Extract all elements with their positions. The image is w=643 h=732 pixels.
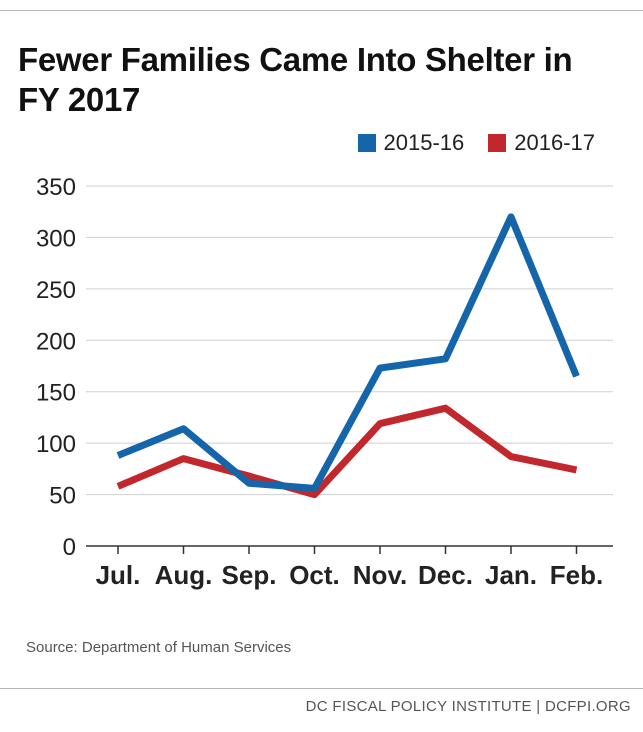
- line-chart: 0 50 100 150 200 250 300 350 Jul. Aug. Sep. Oct. Nov…: [36, 174, 613, 590]
- legend-item-2015-16: 2015-16: [357, 130, 465, 156]
- x-tick-label-7: Feb.: [550, 560, 603, 590]
- source-note: Source: Department of Human Services: [26, 639, 292, 656]
- legend-label-2015-16: 2015-16: [383, 130, 465, 155]
- bottom-rule: [0, 688, 643, 689]
- series-line-2015-16: [116, 213, 580, 492]
- legend-swatch-2016-17: [488, 134, 507, 152]
- x-tick-label-6: Jan.: [485, 560, 537, 590]
- legend-swatch-2015-16: [357, 134, 376, 152]
- top-rule: [0, 10, 643, 11]
- y-tick-label-300: 300: [36, 225, 76, 252]
- footer-credit: DC FISCAL POLICY INSTITUTE | DCFPI.ORG: [305, 698, 631, 715]
- y-tick-label-50: 50: [49, 483, 76, 510]
- chart-title: Fewer Families Came Into Shelter in FY 2…: [18, 41, 573, 118]
- x-tick-label-2: Sep.: [222, 560, 277, 590]
- x-tick-label-4: Nov.: [353, 560, 407, 590]
- y-tick-label-0: 0: [63, 534, 76, 561]
- y-tick-label-350: 350: [36, 174, 76, 201]
- legend-item-2016-17: 2016-17: [488, 130, 595, 156]
- y-tick-label-250: 250: [36, 277, 76, 304]
- x-tick-label-0: Jul.: [96, 560, 141, 590]
- x-tick-label-5: Dec.: [418, 560, 473, 590]
- y-tick-label-100: 100: [36, 431, 76, 458]
- legend: 2015-16 2016-17: [357, 130, 595, 156]
- legend-label-2016-17: 2016-17: [514, 130, 595, 155]
- y-tick-label-200: 200: [36, 328, 76, 355]
- x-tick-label-3: Oct.: [289, 560, 340, 590]
- y-tick-label-150: 150: [36, 380, 76, 407]
- x-tick-label-1: Aug.: [155, 560, 213, 590]
- series-line-2016-17: [116, 404, 578, 499]
